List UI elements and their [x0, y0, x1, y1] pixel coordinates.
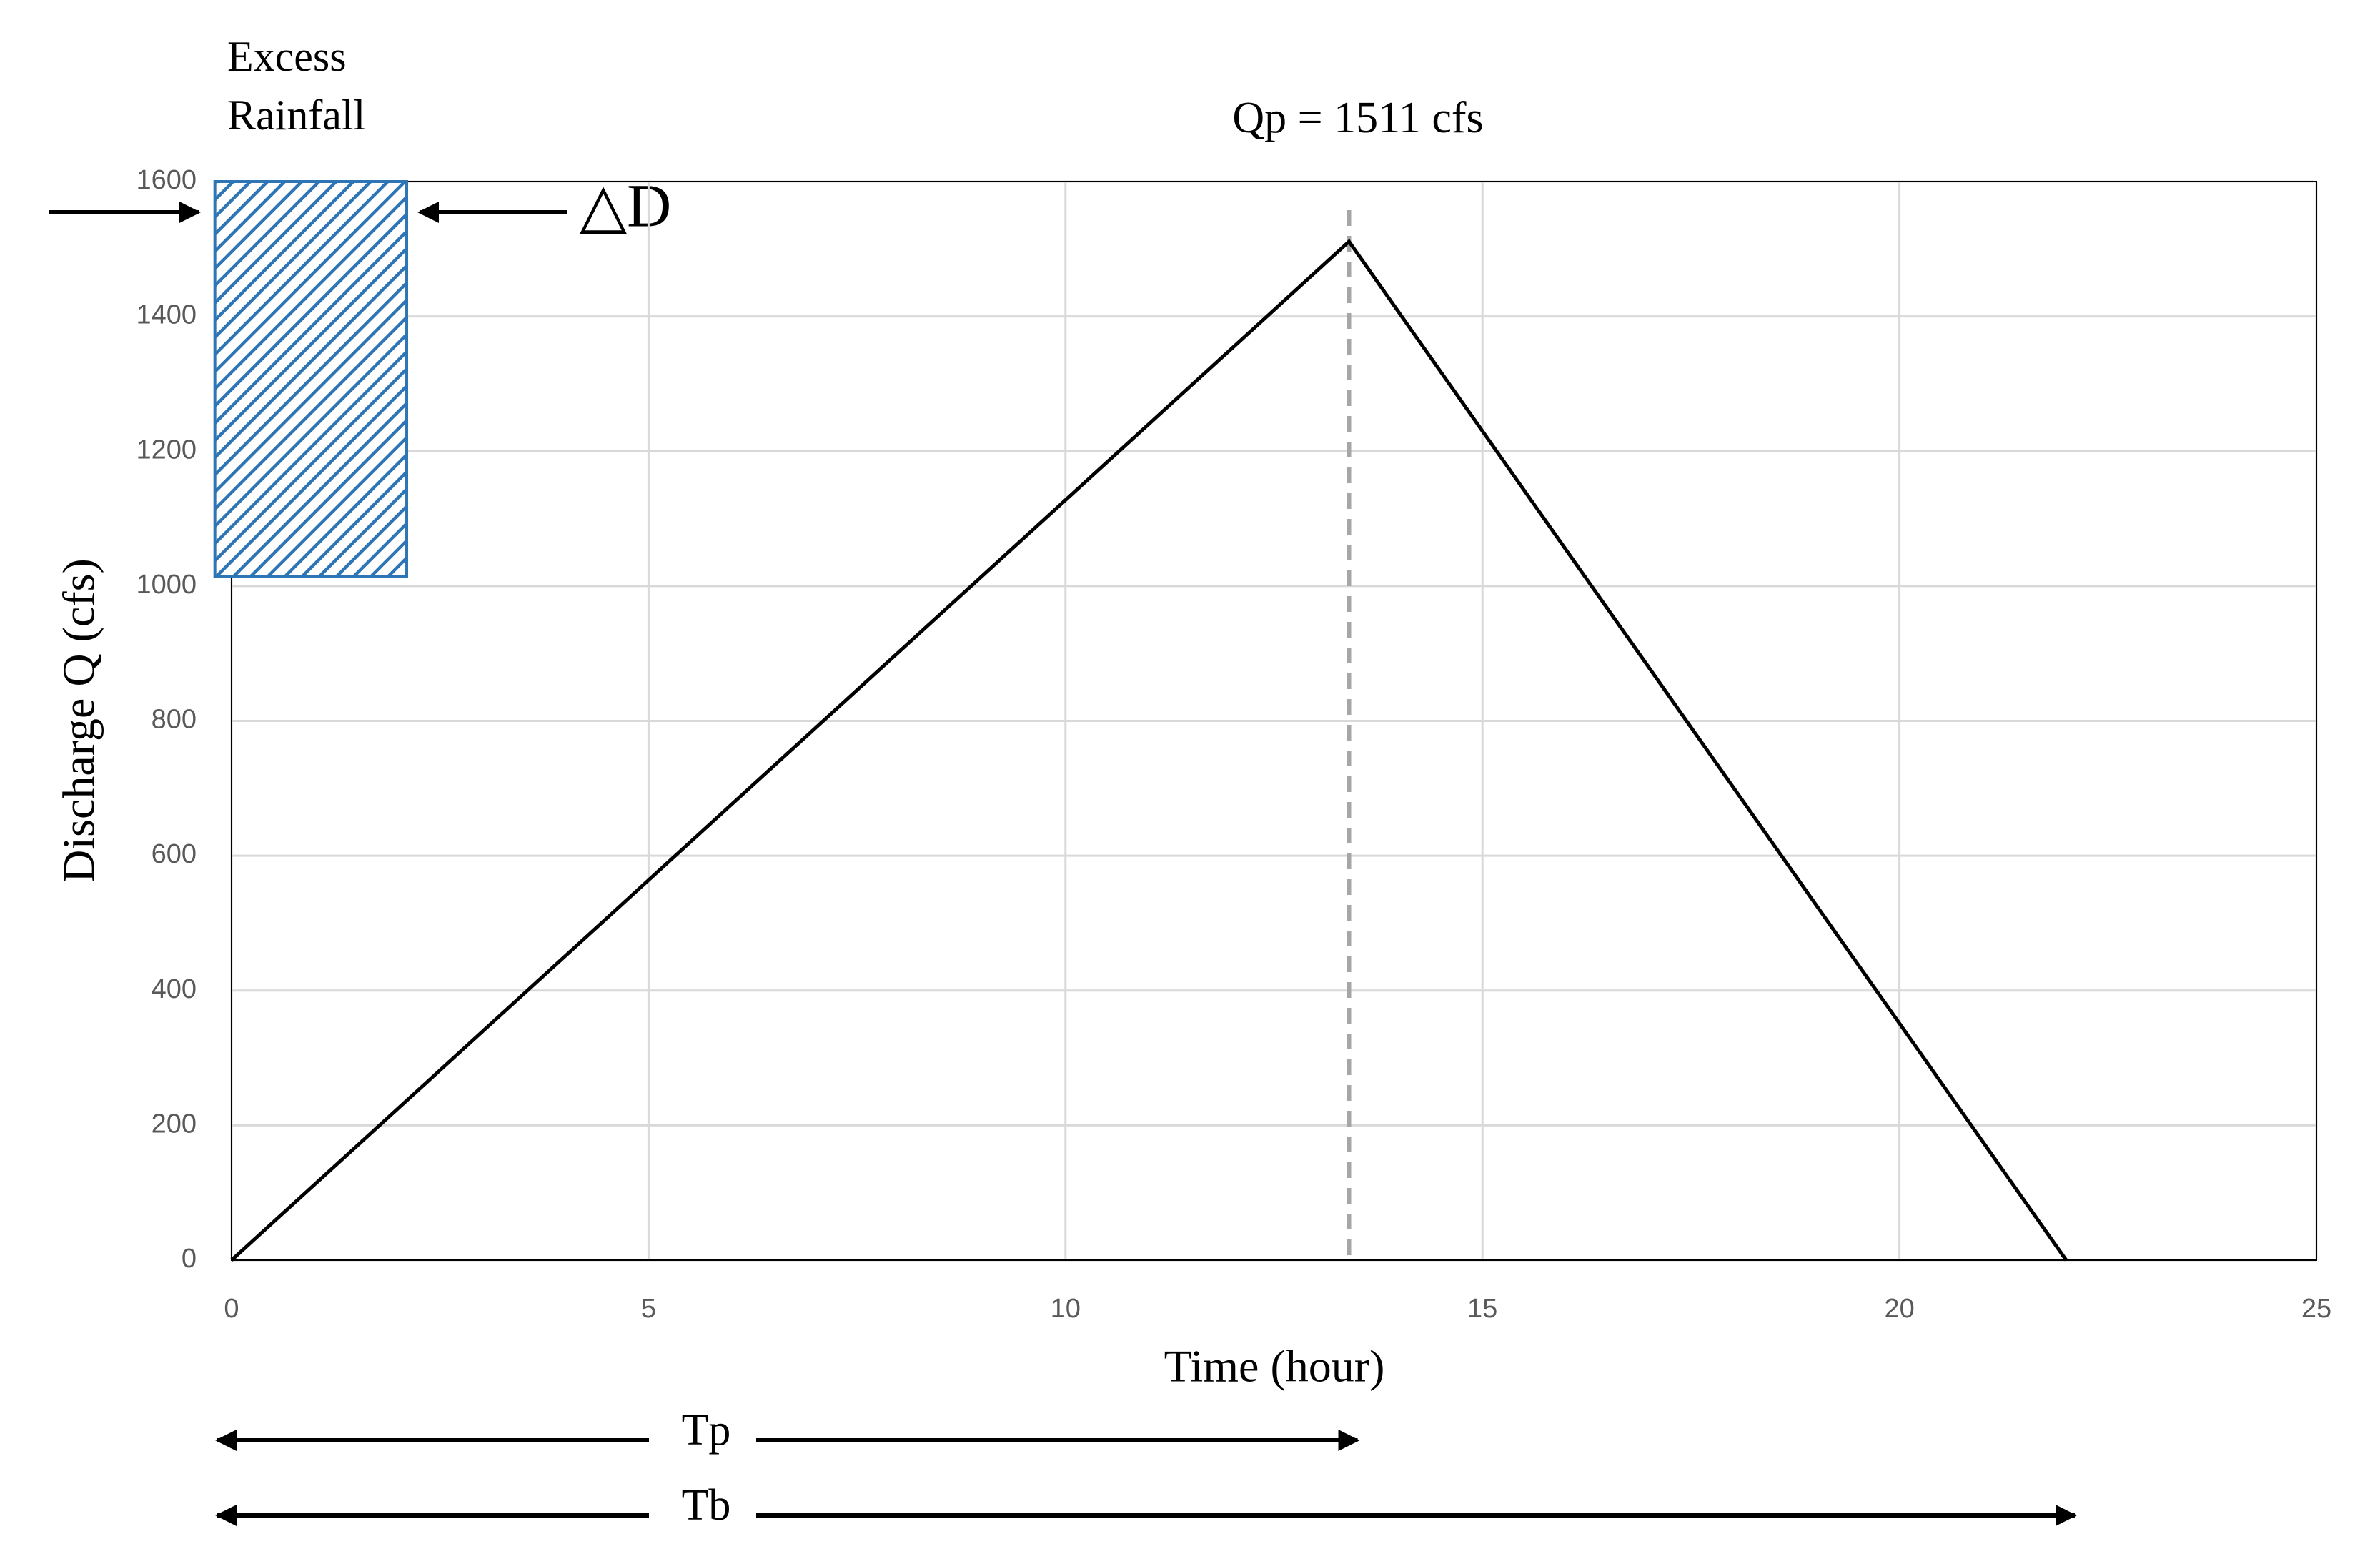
series-line [230, 239, 2068, 1262]
y-tick-label: 1200 [136, 435, 197, 465]
x-axis-title: Time (hour) [1164, 1341, 1385, 1392]
duration-label: Tb [682, 1481, 731, 1530]
y-tick-label: 1000 [136, 570, 197, 600]
y-tick-label: 200 [152, 1109, 197, 1139]
y-axis-title: Discharge Q (cfs) [54, 558, 104, 883]
x-tick-label: 10 [1051, 1294, 1081, 1324]
y-tick-label: 800 [152, 705, 197, 735]
y-tick-label: 0 [182, 1244, 197, 1274]
delta-label: △D [580, 172, 671, 240]
y-tick-label: 400 [152, 974, 197, 1004]
y-tick-label: 600 [152, 839, 197, 869]
y-tick-label: 1600 [136, 165, 197, 195]
duration-label: Tp [682, 1406, 731, 1455]
x-tick-label: 0 [224, 1294, 239, 1324]
x-tick-label: 25 [2301, 1294, 2331, 1324]
x-tick-label: 5 [641, 1294, 656, 1324]
x-tick-label: 15 [1467, 1294, 1497, 1324]
peak-label: Qp = 1511 cfs [1232, 94, 1483, 142]
y-tick-label: 1400 [136, 300, 197, 330]
rainfall-block [213, 180, 409, 578]
rainfall-label: Rainfall [227, 91, 365, 139]
x-tick-label: 20 [1884, 1294, 1914, 1324]
rainfall-label: Excess [227, 33, 347, 80]
plot-frame [231, 181, 2317, 1261]
